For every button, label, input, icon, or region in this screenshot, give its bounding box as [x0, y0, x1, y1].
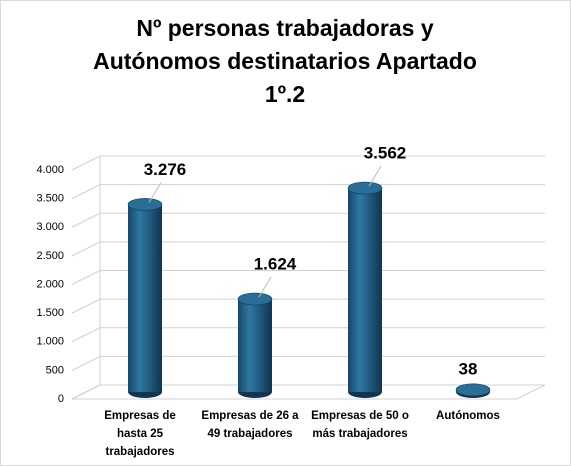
grid-line [71, 155, 545, 171]
x-tick-label: hasta 25 [117, 428, 164, 440]
grid-line [71, 327, 545, 343]
grid-line [71, 241, 545, 257]
y-tick-label: 2.500 [36, 250, 64, 262]
chart-title: Nº personas trabajadoras y [136, 15, 434, 41]
grid-line [71, 270, 545, 285]
y-tick-label: 1.000 [36, 336, 64, 348]
bar [128, 204, 162, 392]
grid-line [71, 184, 545, 200]
y-tick-label: 1.500 [36, 307, 64, 319]
y-tick-label: 500 [46, 364, 64, 376]
bar-top [237, 292, 273, 306]
x-tick-label: Empresas de 50 o [311, 410, 409, 422]
bar [348, 188, 382, 392]
bar [238, 299, 272, 392]
chart-title: 1º.2 [265, 81, 305, 107]
value-label: 3.276 [144, 160, 187, 179]
grid-line [71, 355, 545, 371]
y-tick-label: 3.500 [36, 193, 64, 205]
y-tick-label: 3.000 [36, 221, 64, 233]
y-tick-label: 2.000 [36, 278, 64, 290]
leader-line [368, 165, 382, 187]
value-label: 3.562 [364, 144, 407, 163]
leader-line [258, 276, 272, 298]
x-tick-label: 49 trabajadores [207, 428, 292, 440]
x-tick-label: trabajadores [105, 446, 174, 458]
leader-line [148, 182, 162, 203]
chart-title: Autónomos destinatarios Apartado [93, 48, 477, 74]
grid-line [71, 212, 545, 228]
grid-line [71, 298, 545, 314]
grid-line [71, 384, 545, 400]
x-tick-label: Empresas de [104, 410, 176, 422]
y-tick-label: 0 [58, 393, 64, 405]
bar-top [127, 198, 163, 211]
value-label: 1.624 [254, 255, 297, 274]
x-tick-label: Autónomos [436, 410, 500, 422]
bar-top [347, 181, 383, 195]
value-label: 38 [459, 359, 478, 378]
x-tick-label: Empresas de 26 a [201, 410, 299, 422]
bar-top [455, 383, 491, 397]
x-tick-label: más trabajadores [312, 428, 407, 440]
y-tick-label: 4.000 [36, 164, 64, 176]
